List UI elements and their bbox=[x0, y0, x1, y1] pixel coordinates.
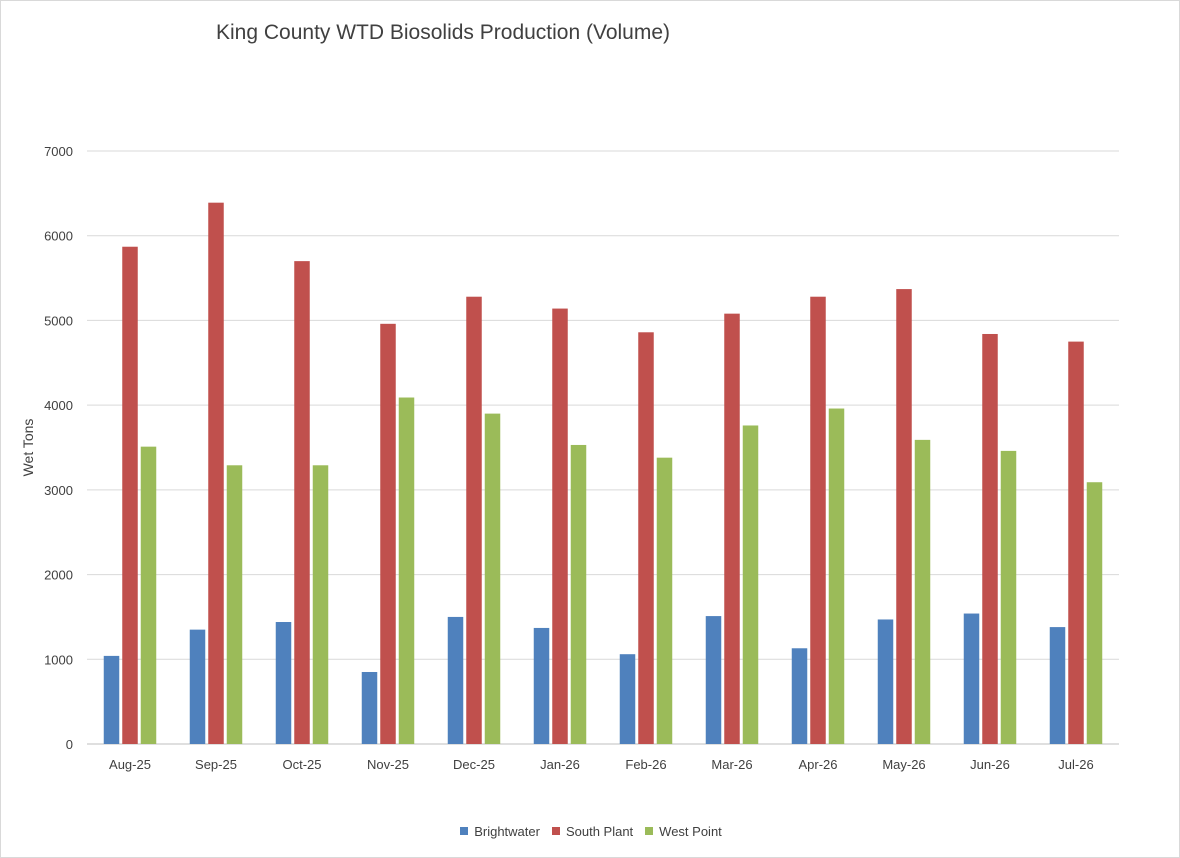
x-tick-label: Dec-25 bbox=[453, 757, 495, 772]
bar bbox=[294, 261, 310, 744]
bar bbox=[810, 296, 826, 744]
bar bbox=[208, 202, 224, 744]
chart-title: King County WTD Biosolids Production (Vo… bbox=[216, 21, 671, 44]
bar bbox=[963, 613, 980, 744]
x-tick-label: Oct-25 bbox=[282, 757, 321, 772]
bar bbox=[226, 465, 243, 744]
x-tick-label: May-26 bbox=[882, 757, 925, 772]
x-tick-label: Apr-26 bbox=[798, 757, 837, 772]
x-tick-label: Jun-26 bbox=[970, 757, 1010, 772]
bar bbox=[380, 323, 396, 744]
legend-item: Brightwater bbox=[460, 824, 540, 839]
legend-label: Brightwater bbox=[474, 823, 540, 839]
bar bbox=[705, 616, 722, 744]
legend-label: West Point bbox=[659, 823, 722, 839]
x-tick-label: Sep-25 bbox=[195, 757, 237, 772]
bar bbox=[361, 671, 378, 744]
bar bbox=[466, 296, 482, 744]
y-tick-label: 5000 bbox=[44, 313, 73, 328]
bar bbox=[742, 425, 759, 744]
bar bbox=[189, 629, 206, 744]
bar bbox=[724, 313, 740, 744]
y-tick-label: 3000 bbox=[44, 483, 73, 498]
y-tick-label: 6000 bbox=[44, 229, 73, 244]
bar bbox=[1086, 482, 1103, 744]
bar bbox=[552, 308, 568, 744]
bar bbox=[1049, 627, 1066, 744]
legend-item: West Point bbox=[645, 824, 722, 839]
bar bbox=[140, 446, 157, 744]
legend-swatch bbox=[645, 827, 654, 835]
bar bbox=[1068, 341, 1084, 744]
bar bbox=[103, 655, 120, 744]
bar bbox=[533, 627, 550, 744]
bar bbox=[447, 616, 464, 744]
bar bbox=[275, 622, 292, 744]
legend-swatch bbox=[551, 827, 560, 835]
bar bbox=[982, 333, 998, 744]
y-tick-label: 0 bbox=[66, 737, 73, 752]
bar bbox=[484, 413, 501, 744]
y-tick-label: 7000 bbox=[44, 144, 73, 159]
bar bbox=[896, 289, 912, 744]
x-tick-label: Jul-26 bbox=[1058, 757, 1093, 772]
bar bbox=[791, 648, 808, 744]
x-tick-label: Mar-26 bbox=[711, 757, 752, 772]
bar bbox=[656, 457, 673, 744]
y-axis-title: Wet Tons bbox=[20, 419, 36, 477]
bar bbox=[1000, 450, 1017, 744]
y-tick-label: 2000 bbox=[44, 568, 73, 583]
bar bbox=[619, 654, 636, 744]
y-tick-label: 4000 bbox=[44, 398, 73, 413]
legend-swatch bbox=[460, 827, 469, 835]
bar bbox=[570, 444, 587, 744]
legend: Brightwater South Plant West Point bbox=[1, 823, 1180, 839]
bar bbox=[638, 332, 654, 744]
bar bbox=[828, 408, 845, 744]
x-tick-label: Jan-26 bbox=[540, 757, 580, 772]
legend-label: South Plant bbox=[565, 823, 634, 839]
x-tick-label: Nov-25 bbox=[367, 757, 409, 772]
bar bbox=[122, 246, 138, 744]
x-tick-label: Feb-26 bbox=[625, 757, 666, 772]
bar bbox=[312, 465, 329, 744]
y-tick-label: 1000 bbox=[44, 652, 73, 667]
x-tick-label: Aug-25 bbox=[109, 757, 151, 772]
bar bbox=[877, 619, 894, 744]
bar bbox=[914, 439, 931, 744]
bar bbox=[398, 397, 415, 744]
legend-item: South Plant bbox=[551, 823, 634, 839]
